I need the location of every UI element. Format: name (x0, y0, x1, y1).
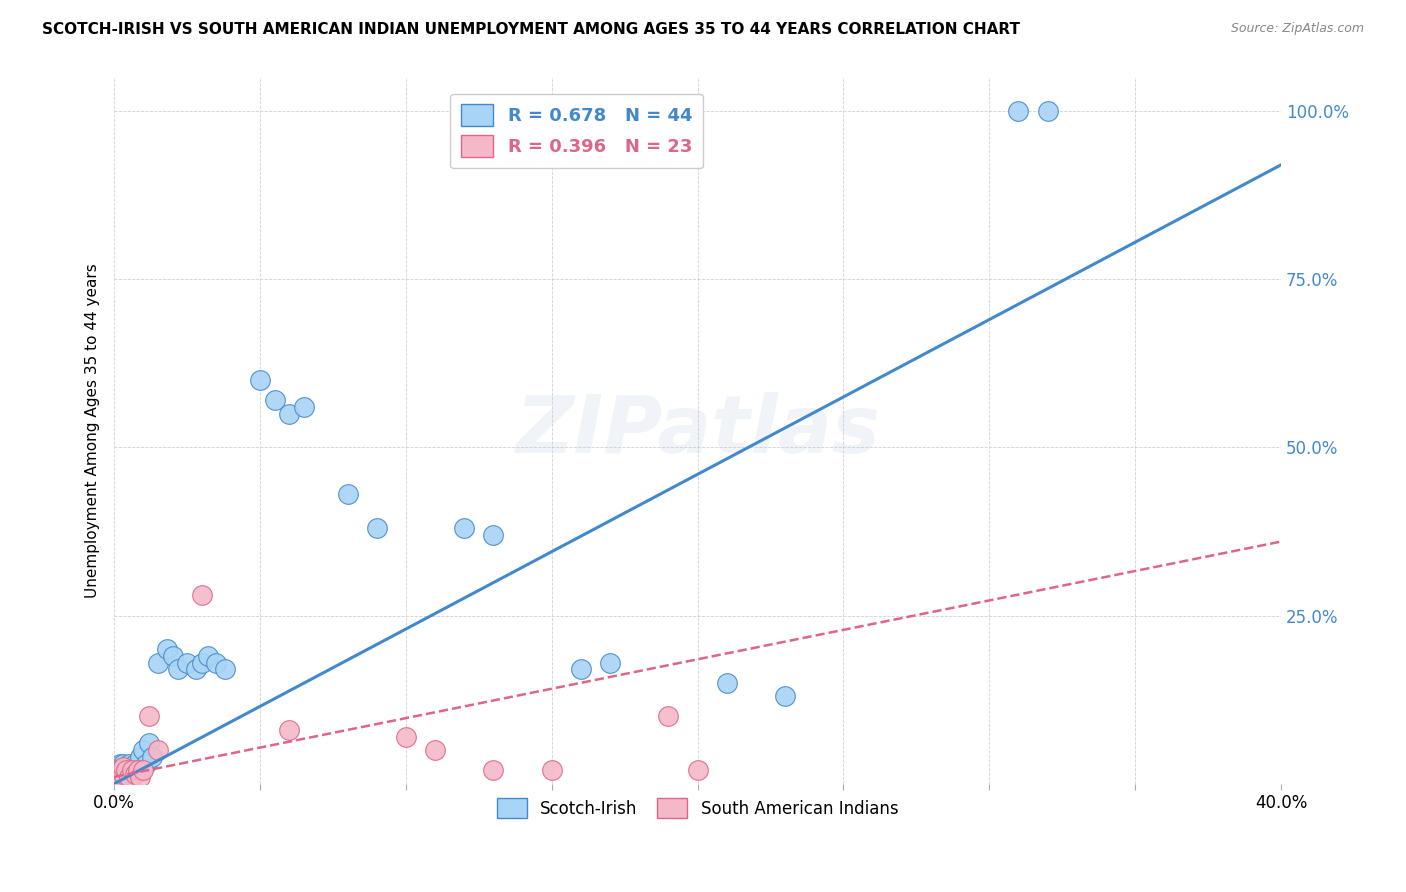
Point (115, 760, 138, 774)
Point (138, 709, 160, 723)
Point (111, 760, 134, 774)
Point (127, 764, 149, 778)
Point (249, 373, 271, 387)
Point (773, 690, 796, 704)
Point (105, 770, 128, 784)
Point (482, 764, 505, 778)
Y-axis label: Unemployment Among Ages 35 to 44 years: Unemployment Among Ages 35 to 44 years (86, 263, 100, 598)
Point (108, 770, 131, 784)
Point (124, 766, 146, 780)
Point (176, 656, 198, 670)
Point (111, 756, 134, 771)
Point (127, 764, 149, 778)
Point (292, 400, 315, 414)
Legend: Scotch-Irish, South American Indians: Scotch-Irish, South American Indians (491, 791, 905, 825)
Point (111, 764, 134, 778)
Point (482, 528, 505, 542)
Point (197, 648, 219, 663)
Point (124, 756, 146, 771)
Point (156, 642, 179, 657)
Point (108, 770, 131, 784)
Point (263, 393, 285, 408)
Point (105, 766, 128, 780)
Point (108, 764, 131, 778)
Point (111, 766, 134, 780)
Point (1007, 104, 1029, 119)
Point (190, 588, 212, 602)
Point (190, 656, 212, 670)
Point (105, 764, 128, 778)
Point (716, 676, 738, 690)
Point (162, 648, 184, 663)
Point (105, 770, 128, 784)
Point (278, 723, 301, 737)
Point (115, 764, 138, 778)
Point (132, 743, 155, 757)
Point (278, 407, 301, 421)
Point (599, 656, 621, 670)
Point (395, 730, 418, 744)
Text: SCOTCH-IRISH VS SOUTH AMERICAN INDIAN UNEMPLOYMENT AMONG AGES 35 TO 44 YEARS COR: SCOTCH-IRISH VS SOUTH AMERICAN INDIAN UN… (42, 22, 1021, 37)
Point (214, 662, 236, 676)
Point (115, 766, 138, 780)
Point (141, 749, 163, 764)
Text: Source: ZipAtlas.com: Source: ZipAtlas.com (1230, 22, 1364, 36)
Point (205, 656, 228, 670)
Point (366, 521, 388, 535)
Point (132, 764, 155, 778)
Point (657, 709, 679, 723)
Point (138, 736, 160, 750)
Point (336, 487, 359, 501)
Point (118, 764, 141, 778)
Point (121, 770, 143, 784)
Point (129, 770, 152, 784)
Text: ZIPatlas: ZIPatlas (515, 392, 880, 469)
Point (540, 764, 562, 778)
Point (1036, 104, 1059, 119)
Point (135, 756, 157, 771)
Point (105, 764, 128, 778)
Point (108, 764, 131, 778)
Point (184, 662, 207, 676)
Point (121, 764, 143, 778)
Point (129, 749, 152, 764)
Point (146, 743, 169, 757)
Point (118, 756, 141, 771)
Point (423, 743, 446, 757)
Point (146, 656, 169, 670)
Point (118, 770, 141, 784)
Point (108, 756, 131, 771)
Point (453, 521, 475, 535)
Point (167, 662, 190, 676)
Point (686, 764, 709, 778)
Point (569, 662, 592, 676)
